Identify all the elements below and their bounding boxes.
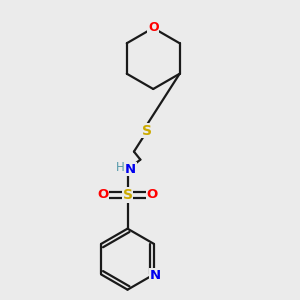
Text: S: S xyxy=(122,188,133,202)
Text: N: N xyxy=(150,269,161,282)
Text: N: N xyxy=(125,163,136,176)
Text: O: O xyxy=(146,188,157,202)
Text: H: H xyxy=(116,161,125,174)
Text: O: O xyxy=(98,188,109,202)
Text: O: O xyxy=(148,22,158,34)
Text: S: S xyxy=(142,124,152,138)
